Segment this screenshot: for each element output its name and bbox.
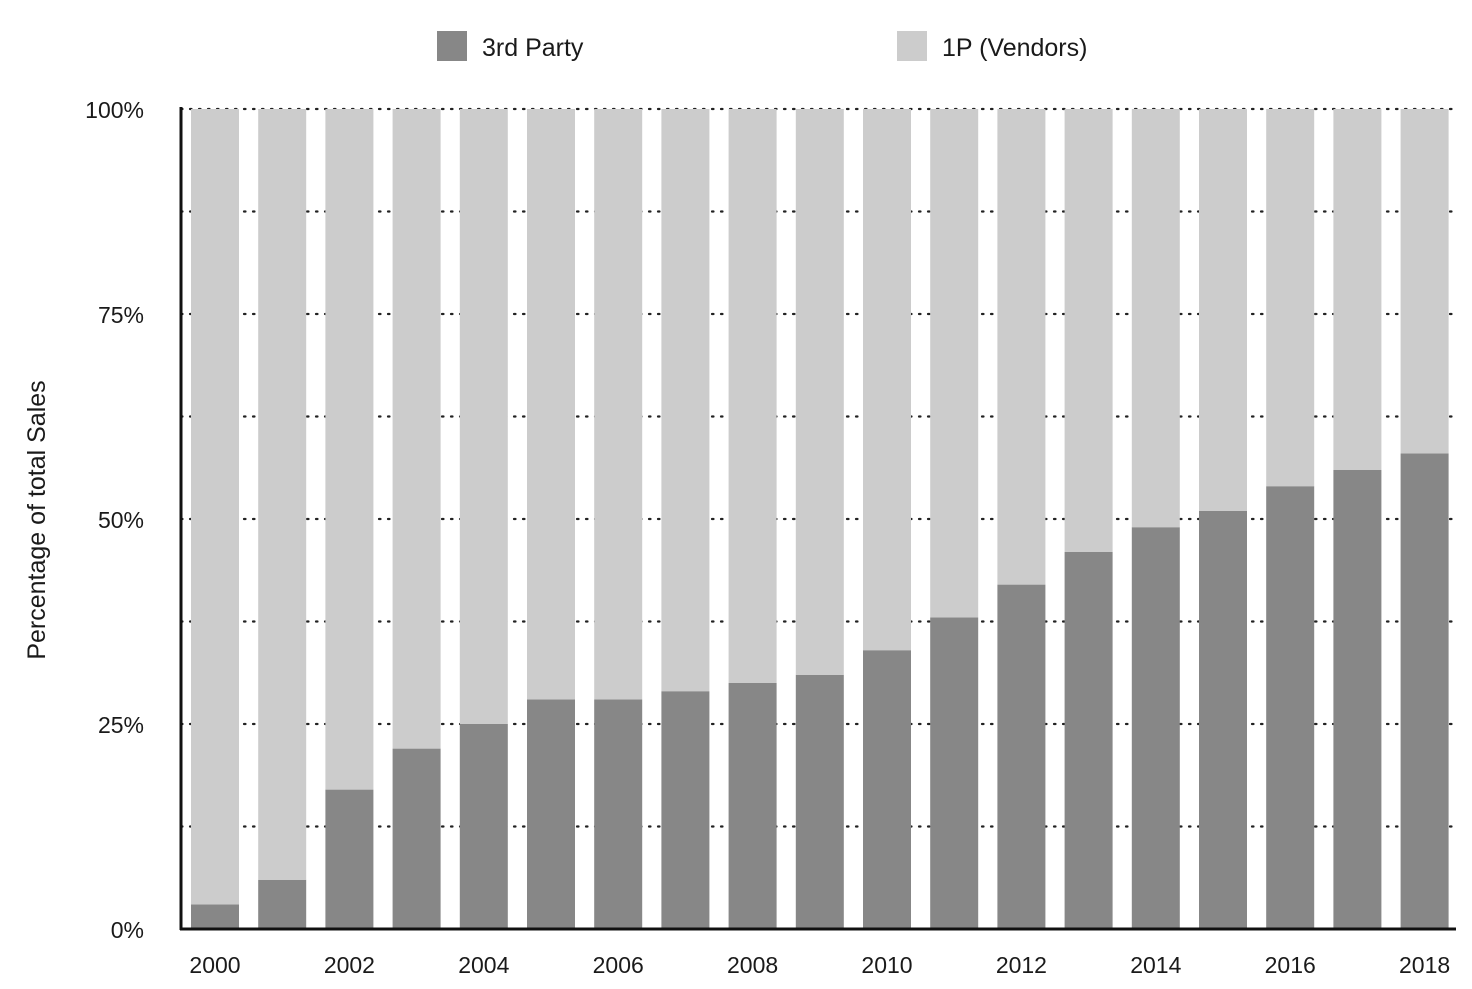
bar-3rd-party (392, 748, 441, 929)
y-tick-label: 50% (98, 507, 144, 533)
x-tick-label: 2004 (458, 952, 509, 978)
x-tick-label: 2014 (1130, 952, 1181, 978)
y-tick-label: 25% (98, 712, 144, 738)
bar-3rd-party (863, 650, 911, 929)
x-tick-label: 2018 (1399, 952, 1450, 978)
y-tick-labels: 0% 25% 50% 75% 100% (85, 97, 144, 943)
bar-3rd-party (930, 617, 979, 929)
bar-1p-vendors (459, 109, 508, 724)
x-tick-label: 2002 (324, 952, 375, 978)
y-tick-label: 0% (111, 917, 144, 943)
bar-1p-vendors (863, 109, 911, 651)
x-tick-labels: 2000 2002 2004 2006 2008 2010 2012 2014 2016 2018 (189, 952, 1450, 978)
bar-3rd-party (661, 691, 710, 929)
bar-1p-vendors (1266, 109, 1315, 487)
y-axis-title: Percentage of total Sales (23, 380, 51, 659)
bar-1p-vendors (1199, 109, 1247, 511)
bar-3rd-party (997, 584, 1046, 929)
bar-1p-vendors (1131, 109, 1180, 528)
bar-3rd-party (527, 699, 575, 929)
bar-1p-vendors (191, 109, 239, 905)
bars (191, 109, 1449, 929)
bar-1p-vendors (930, 109, 979, 618)
bar-3rd-party (1400, 453, 1449, 929)
bar-1p-vendors (1400, 109, 1449, 454)
bar-3rd-party (258, 879, 307, 929)
bar-1p-vendors (527, 109, 575, 700)
bar-3rd-party (459, 724, 508, 929)
bar-1p-vendors (728, 109, 777, 683)
bar-3rd-party (191, 904, 239, 929)
legend-swatch (897, 31, 927, 61)
bar-1p-vendors (661, 109, 710, 692)
x-tick-label: 2012 (996, 952, 1047, 978)
y-tick-label: 100% (85, 97, 144, 123)
bar-3rd-party (1333, 469, 1382, 929)
bar-1p-vendors (1333, 109, 1382, 470)
legend-label: 3rd Party (482, 34, 584, 62)
x-tick-label: 2008 (727, 952, 778, 978)
bar-1p-vendors (1064, 109, 1113, 552)
bar-1p-vendors (392, 109, 441, 749)
bar-3rd-party (795, 674, 844, 929)
bar-1p-vendors (594, 109, 643, 700)
bar-1p-vendors (325, 109, 374, 790)
legend-swatch (437, 31, 467, 61)
bar-1p-vendors (997, 109, 1046, 585)
legend: 3rd Party 1P (Vendors) (437, 31, 1087, 62)
x-tick-label: 2006 (593, 952, 644, 978)
x-tick-label: 2010 (861, 952, 912, 978)
bar-3rd-party (1199, 510, 1247, 929)
bar-1p-vendors (795, 109, 844, 675)
y-tick-label: 75% (98, 302, 144, 328)
x-tick-label: 2016 (1265, 952, 1316, 978)
bar-3rd-party (728, 683, 777, 929)
legend-label: 1P (Vendors) (942, 34, 1087, 62)
bar-3rd-party (594, 699, 643, 929)
axes (179, 107, 1456, 931)
bar-1p-vendors (258, 109, 307, 880)
x-tick-label: 2000 (189, 952, 240, 978)
bar-3rd-party (1131, 527, 1180, 929)
bar-3rd-party (1064, 551, 1113, 929)
bar-3rd-party (1266, 486, 1315, 929)
bar-3rd-party (325, 789, 374, 929)
